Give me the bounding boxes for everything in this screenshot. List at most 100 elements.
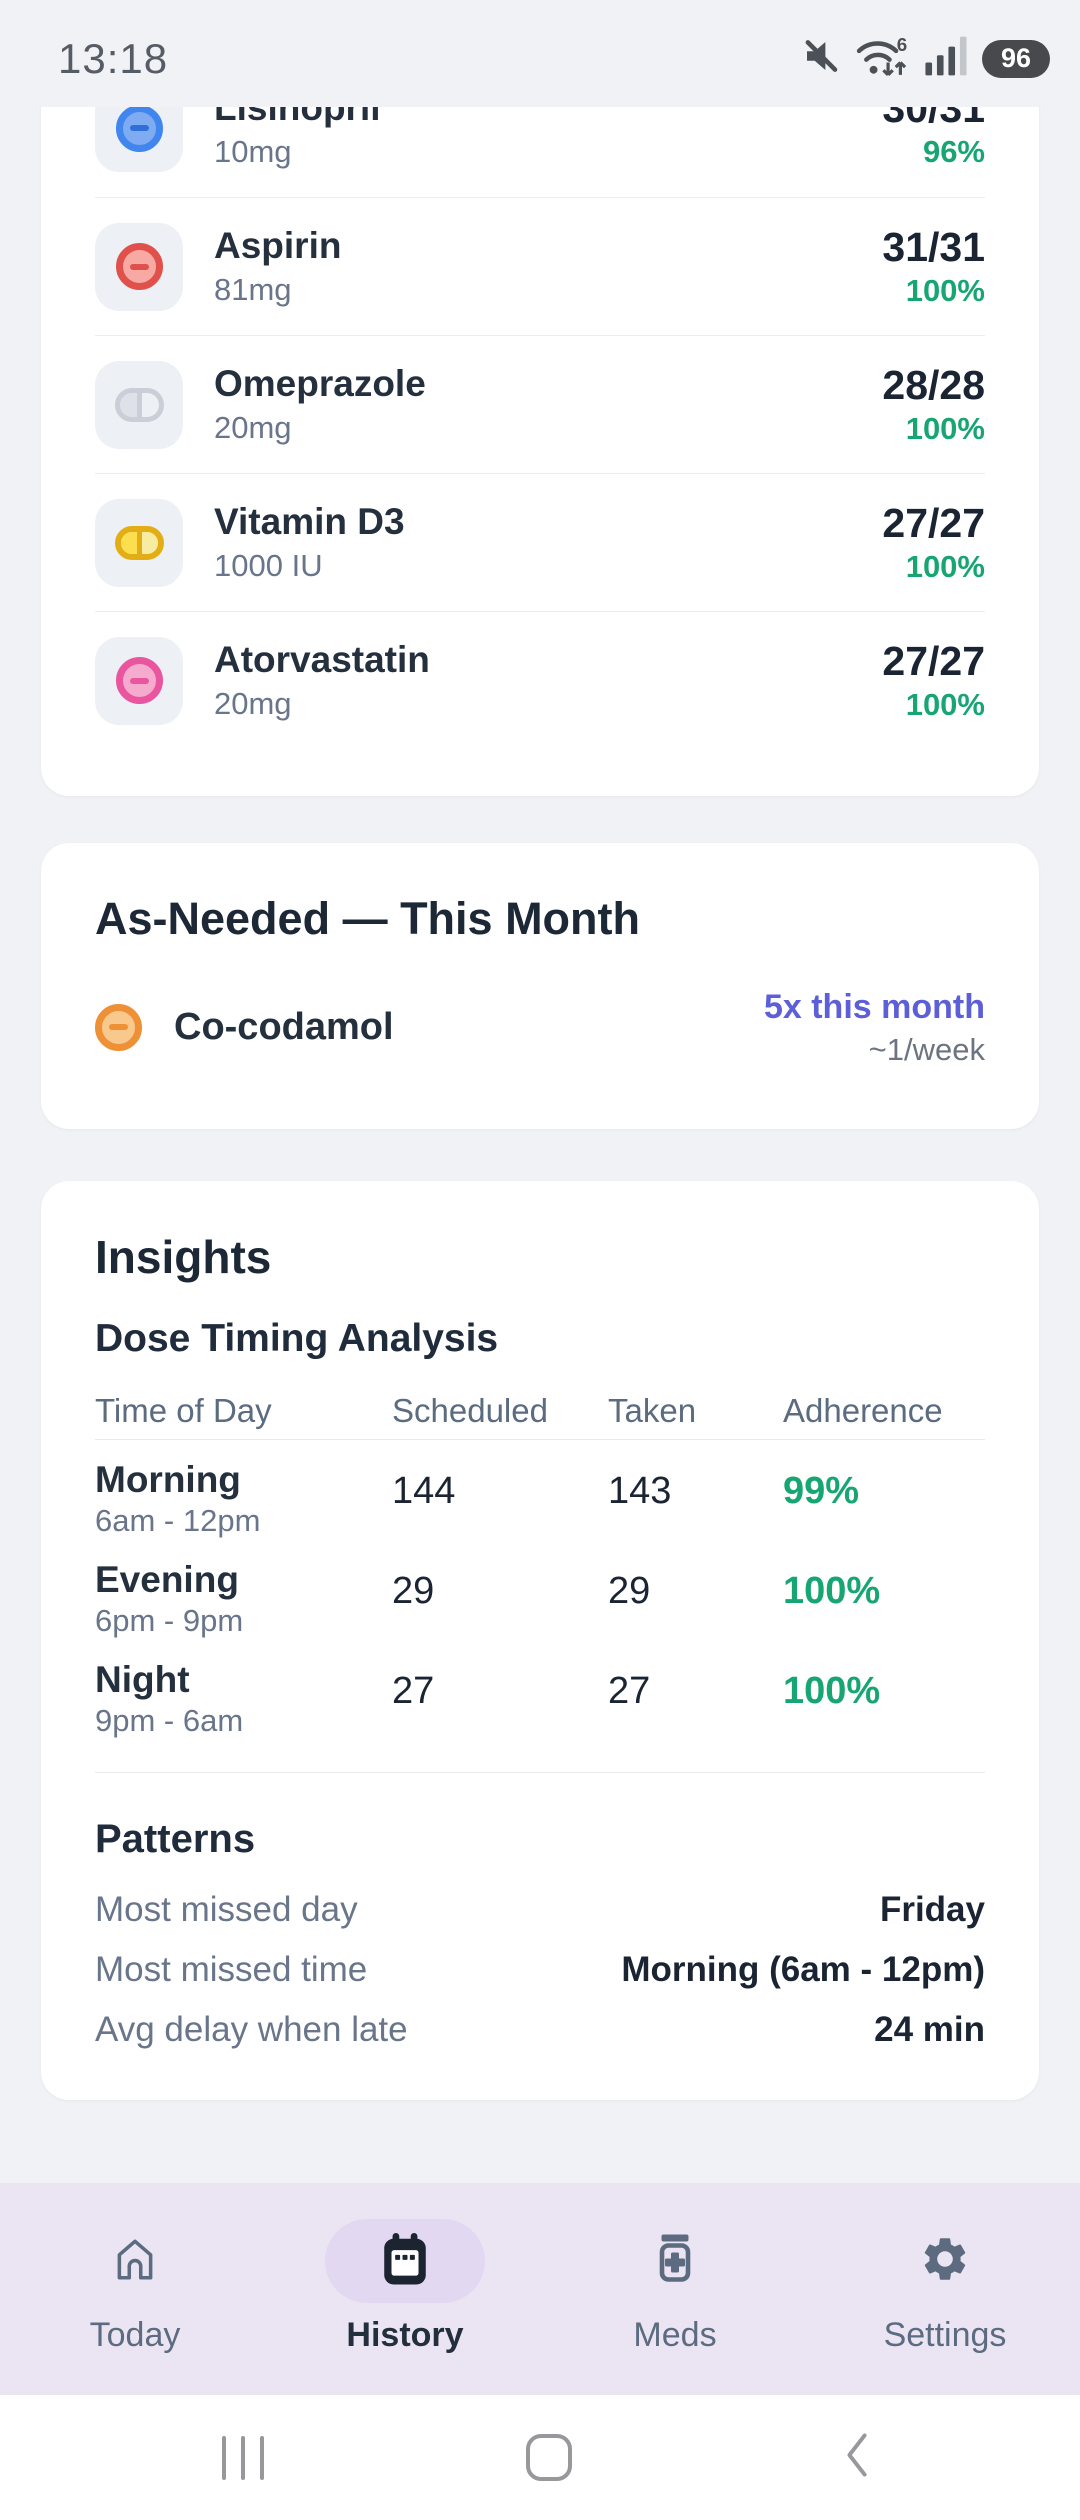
period-name: Night — [95, 1659, 190, 1700]
period-name: Evening — [95, 1559, 239, 1600]
scheduled-count: 144 — [392, 1470, 456, 1512]
yellow-capsule-icon — [114, 525, 164, 560]
med-row-vitamin-d3[interactable]: Vitamin D3 1000 IU 27/27 100% — [95, 473, 985, 611]
adherence-percent: 100% — [783, 1570, 881, 1612]
dose-timing-title: Dose Timing Analysis — [95, 1317, 499, 1360]
dose-timing-row-night: Night 9pm - 6am 27 27 100% — [95, 1640, 985, 1740]
med-adherence: 100% — [905, 272, 985, 308]
gray-capsule-icon — [114, 387, 164, 422]
meds-summary-card: Lisinopril 10mg 30/31 96% Aspirin 81mg 3… — [41, 107, 1039, 796]
scroll-content[interactable]: Lisinopril 10mg 30/31 96% Aspirin 81mg 3… — [0, 107, 1080, 2183]
med-taken-ratio: 27/27 — [882, 637, 985, 684]
gear-icon — [919, 2233, 971, 2290]
adherence-percent: 100% — [783, 1670, 881, 1712]
as-needed-usage: 5x this month — [763, 987, 985, 1026]
insights-title: Insights — [95, 1231, 272, 1283]
nav-label-today: Today — [89, 2316, 181, 2354]
nav-item-settings[interactable]: Settings — [810, 2219, 1080, 2395]
nav-label-history: History — [346, 2316, 464, 2354]
med-dose: 10mg — [214, 133, 292, 169]
col-header-taken: Taken — [608, 1392, 697, 1429]
med-row-omeprazole[interactable]: Omeprazole 20mg 28/28 100% — [95, 335, 985, 473]
dose-timing-row-morning: Morning 6am - 12pm 144 143 99% — [95, 1440, 985, 1540]
pattern-row-most-missed-day: Most missed day Friday — [95, 1889, 985, 1931]
red-pill-icon — [115, 243, 163, 290]
med-adherence: 96% — [922, 134, 985, 169]
med-dose: 20mg — [214, 410, 292, 445]
med-taken-ratio: 28/28 — [882, 361, 985, 408]
back-chevron-icon — [840, 2430, 874, 2485]
calendar-icon — [380, 2232, 430, 2291]
section-divider — [95, 1772, 985, 1773]
adherence-percent: 99% — [783, 1470, 860, 1512]
battery-indicator: 96 — [982, 39, 1050, 78]
scheduled-count: 29 — [392, 1570, 435, 1612]
nav-item-history[interactable]: History — [270, 2219, 540, 2395]
taken-count: 29 — [608, 1570, 651, 1612]
pattern-value: Friday — [879, 1890, 985, 1929]
col-header-adherence: Adherence — [783, 1392, 943, 1429]
pattern-value: 24 min — [874, 2010, 985, 2049]
period-range: 9pm - 6am — [95, 1703, 244, 1738]
med-dose: 81mg — [214, 272, 292, 307]
pattern-label: Most missed day — [95, 1890, 358, 1929]
as-needed-card: As-Needed — This Month Co-codamol 5x thi… — [41, 843, 1039, 1129]
scheduled-count: 27 — [392, 1670, 435, 1712]
med-adherence: 100% — [905, 548, 985, 584]
dose-timing-row-evening: Evening 6pm - 9pm 29 29 100% — [95, 1540, 985, 1640]
med-taken-ratio: 27/27 — [882, 499, 985, 546]
med-row-atorvastatin[interactable]: Atorvastatin 20mg 27/27 100% — [95, 611, 985, 749]
taken-count: 143 — [608, 1470, 672, 1512]
as-needed-title: As-Needed — This Month — [95, 893, 641, 944]
med-name: Vitamin D3 — [214, 501, 405, 542]
med-adherence: 100% — [905, 686, 985, 722]
home-icon — [109, 2234, 161, 2289]
med-name: Lisinopril — [214, 107, 381, 128]
med-dose: 20mg — [214, 686, 292, 721]
med-row-aspirin[interactable]: Aspirin 81mg 31/31 100% — [95, 197, 985, 335]
back-button[interactable] — [822, 2395, 892, 2520]
svg-text:6: 6 — [897, 34, 907, 55]
nav-item-today[interactable]: Today — [0, 2219, 270, 2395]
active-tab-pill — [325, 2219, 485, 2303]
patterns-list: Most missed day Friday Most missed time … — [95, 1889, 985, 2051]
as-needed-row-cocodamol[interactable]: Co-codamol 5x this month ~1/week — [95, 983, 985, 1071]
med-name: Aspirin — [214, 225, 342, 266]
wifi6-icon: 6 — [854, 31, 912, 86]
med-name: Atorvastatin — [214, 639, 430, 680]
period-range: 6am - 12pm — [95, 1503, 261, 1538]
orange-pill-icon — [95, 1003, 142, 1051]
recents-button[interactable] — [200, 2395, 286, 2520]
nav-item-meds[interactable]: Meds — [540, 2219, 810, 2395]
recents-icon — [222, 2435, 226, 2480]
period-range: 6pm - 9pm — [95, 1603, 244, 1638]
col-header-scheduled: Scheduled — [392, 1392, 548, 1429]
med-adherence: 100% — [905, 410, 985, 446]
as-needed-frequency: ~1/week — [868, 1031, 985, 1067]
bottom-nav-bar: Today History — [0, 2183, 1080, 2395]
table-divider — [95, 1439, 985, 1440]
home-squircle-icon — [526, 2434, 572, 2481]
taken-count: 27 — [608, 1670, 651, 1712]
signal-strength-icon — [924, 35, 970, 82]
med-dose: 1000 IU — [214, 548, 323, 583]
pattern-row-avg-delay: Avg delay when late 24 min — [95, 2009, 985, 2051]
pink-pill-icon — [115, 657, 163, 704]
med-row-lisinopril[interactable]: Lisinopril 10mg 30/31 96% — [95, 107, 985, 197]
med-taken-ratio: 31/31 — [882, 223, 985, 270]
pattern-row-most-missed-time: Most missed time Morning (6am - 12pm) — [95, 1949, 985, 1991]
android-system-nav — [0, 2395, 1080, 2520]
blue-pill-icon — [115, 107, 163, 152]
patterns-title: Patterns — [95, 1817, 256, 1861]
status-clock: 13:18 — [58, 34, 169, 82]
pill-bottle-icon — [651, 2232, 699, 2291]
period-name: Morning — [95, 1459, 241, 1500]
home-button[interactable] — [506, 2395, 592, 2520]
med-name: Omeprazole — [214, 363, 426, 404]
col-header-time-of-day: Time of Day — [95, 1392, 272, 1429]
nav-label-settings: Settings — [883, 2316, 1007, 2354]
status-icons: 6 96 — [800, 31, 1050, 86]
pattern-label: Most missed time — [95, 1950, 368, 1989]
med-taken-ratio: 30/31 — [882, 107, 985, 131]
